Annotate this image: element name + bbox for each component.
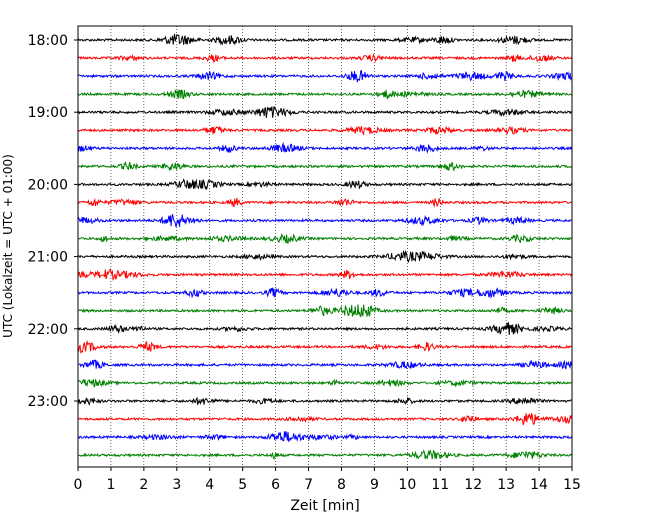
x-tick-label: 9 (370, 477, 379, 493)
y-tick-label: 22:00 (28, 322, 68, 338)
x-tick-label: 13 (497, 477, 515, 493)
x-tick-label: 10 (398, 477, 416, 493)
x-tick-label: 15 (563, 477, 581, 493)
x-axis-ticks: 0 1 2 3 4 5 6 7 8 9 10 11 12 13 14 15 (74, 467, 581, 493)
trace-2045 (77, 233, 572, 244)
trace-2200 (77, 322, 572, 336)
plot-frame (77, 25, 573, 468)
trace-2030 (77, 214, 572, 228)
x-tick-label: 6 (271, 477, 280, 493)
trace-2145 (77, 304, 572, 318)
y-axis-label: UTC (Lokalzeit = UTC + 01:00) (1, 154, 15, 338)
trace-2230 (77, 359, 572, 370)
seismic-traces (77, 33, 572, 460)
trace-2000 (77, 178, 572, 191)
x-tick-label: 14 (530, 477, 548, 493)
y-tick-label: 18:00 (28, 33, 68, 49)
y-axis-ticks: 18:00 19:00 20:00 21:00 22:00 23:00 (28, 33, 78, 410)
trace-1800 (77, 33, 572, 46)
trace-2245 (77, 378, 572, 388)
x-tick-label: 0 (74, 477, 83, 493)
trace-2100 (77, 249, 572, 264)
y-tick-label: 23:00 (28, 394, 68, 410)
x-tick-label: 7 (304, 477, 313, 493)
trace-1945 (77, 160, 572, 172)
x-tick-label: 11 (431, 477, 449, 493)
trace-1930 (77, 141, 572, 154)
y-tick-label: 21:00 (28, 250, 68, 266)
trace-2215 (77, 339, 572, 354)
x-tick-label: 2 (139, 477, 148, 493)
trace-2330 (77, 431, 572, 443)
trace-2300 (77, 396, 572, 406)
trace-2345 (77, 449, 572, 460)
x-tick-label: 12 (464, 477, 482, 493)
x-tick-label: 4 (205, 477, 214, 493)
trace-2315 (77, 412, 572, 426)
x-tick-label: 3 (172, 477, 181, 493)
y-tick-label: 19:00 (28, 105, 68, 121)
y-tick-label: 20:00 (28, 177, 68, 193)
trace-1830 (77, 70, 572, 83)
trace-1900 (77, 106, 572, 118)
trace-1815 (77, 53, 572, 63)
trace-2115 (77, 267, 572, 281)
x-tick-label: 5 (238, 477, 247, 493)
trace-2130 (77, 287, 572, 300)
x-axis-label: Zeit [min] (290, 498, 359, 514)
trace-2015 (77, 197, 572, 208)
trace-1845 (77, 89, 572, 100)
x-tick-label: 8 (337, 477, 346, 493)
trace-1915 (77, 125, 572, 136)
x-tick-label: 1 (106, 477, 115, 493)
